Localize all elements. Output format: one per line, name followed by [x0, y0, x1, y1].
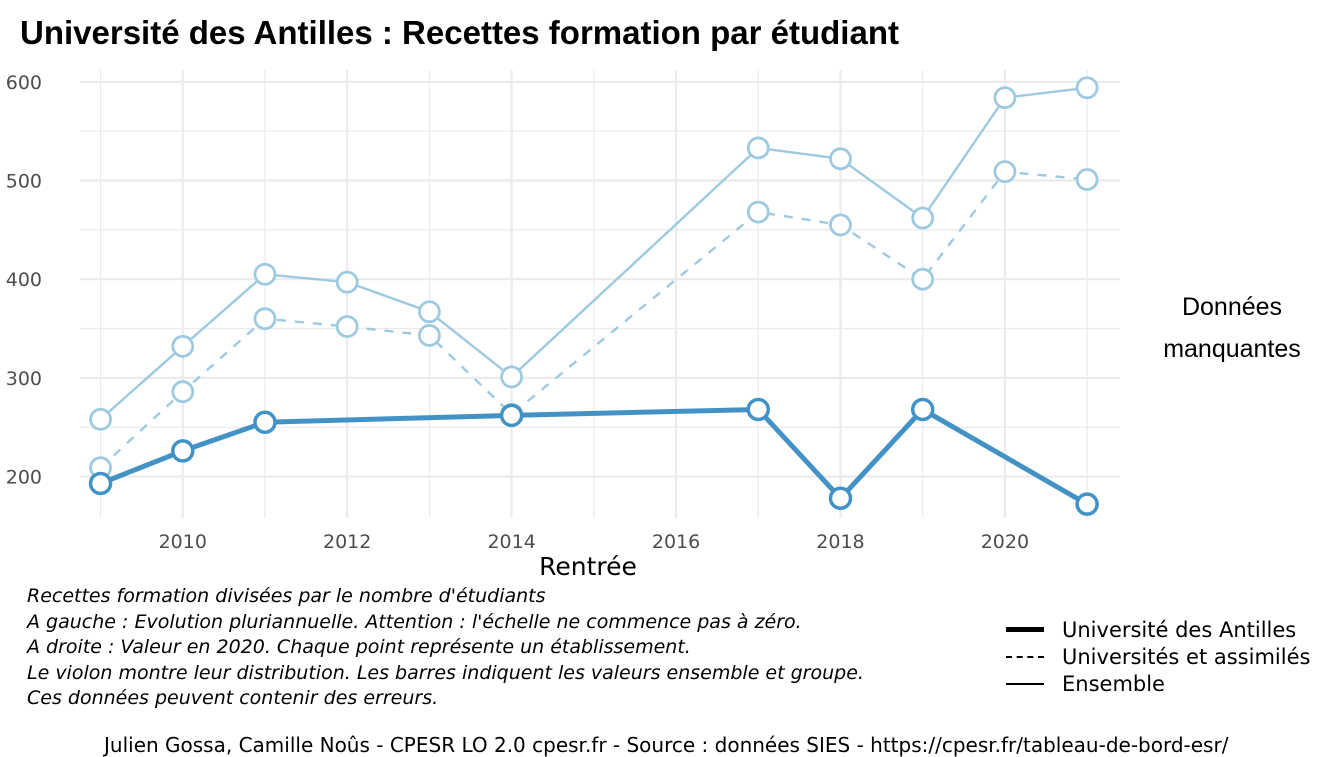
data-point	[829, 147, 852, 171]
data-point	[88, 471, 113, 496]
data-point	[171, 380, 195, 404]
legend-label: Universités et assimilés	[1062, 644, 1311, 669]
note-line: Ces données peuvent contenir des erreurs…	[27, 687, 439, 709]
data-point	[746, 200, 770, 224]
legend-label: Ensemble	[1062, 671, 1165, 696]
data-point	[89, 407, 112, 431]
note-line: A droite : Valeur en 2020. Chaque point …	[27, 636, 691, 658]
data-point	[418, 300, 441, 324]
legend-item-thin: Ensemble	[1006, 670, 1310, 697]
data-point	[746, 136, 770, 160]
data-point	[911, 267, 935, 291]
note-line: Recettes formation divisées par le nombr…	[27, 585, 546, 607]
data-point	[253, 307, 277, 331]
x-tick-label: 2010	[159, 531, 207, 553]
x-tick-label: 2016	[652, 531, 700, 553]
data-point	[418, 324, 441, 347]
x-tick-label: 2020	[981, 531, 1029, 553]
data-point	[911, 206, 935, 230]
y-tick-label: 400	[6, 269, 42, 291]
data-point	[1075, 492, 1099, 516]
x-tick-label: 2018	[816, 531, 864, 553]
data-point	[993, 86, 1017, 110]
data-point	[910, 397, 935, 422]
x-axis-label: Rentrée	[539, 552, 637, 581]
legend-item-dashed: Universités et assimilés	[1006, 643, 1310, 670]
chart-title: Université des Antilles : Recettes forma…	[20, 14, 899, 51]
missing-data-line-2: manquantes	[1163, 335, 1301, 363]
missing-data-line-1: Données	[1181, 293, 1283, 321]
legend: Université des Antilles Universités et a…	[1006, 616, 1310, 697]
data-point	[1075, 76, 1099, 100]
data-point	[829, 213, 852, 237]
y-tick-label: 300	[6, 368, 42, 390]
legend-key-thin	[1006, 682, 1044, 685]
missing-data-label: Données manquantes	[1140, 286, 1324, 370]
series-line	[99, 170, 1088, 469]
data-point	[171, 439, 195, 463]
data-point	[828, 486, 853, 511]
data-point	[253, 410, 277, 435]
data-point	[500, 365, 524, 389]
data-point	[1075, 168, 1099, 191]
chart-notes: Recettes formation divisées par le nombr…	[27, 584, 864, 712]
legend-key-dashed	[1006, 655, 1044, 658]
note-line: Le violon montre leur distribution. Les …	[27, 661, 864, 684]
y-tick-label: 500	[6, 171, 42, 193]
data-point	[171, 334, 195, 358]
note-line: A gauche : Evolution pluriannuelle. Atte…	[27, 610, 802, 633]
legend-key-thick	[1006, 627, 1044, 632]
data-point	[253, 262, 277, 286]
data-point	[335, 315, 359, 338]
legend-item-thick: Université des Antilles	[1006, 616, 1310, 643]
x-tick-label: 2014	[487, 531, 535, 553]
axis-ticks: 200 300 400 500 600 2010 2012 2014 2016 2018 2020	[6, 72, 1029, 553]
data-point	[993, 160, 1017, 184]
legend-label: Université des Antilles	[1062, 617, 1297, 642]
x-tick-label: 2012	[323, 531, 371, 553]
source-caption: Julien Gossa, Camille Noûs - CPESR LO 2.…	[104, 733, 1229, 757]
data-point	[499, 403, 524, 428]
data-point	[335, 270, 359, 294]
series-line	[99, 406, 1089, 507]
series	[88, 76, 1099, 516]
y-tick-label: 200	[6, 467, 42, 489]
y-tick-label: 600	[6, 72, 42, 94]
data-point	[746, 397, 771, 422]
